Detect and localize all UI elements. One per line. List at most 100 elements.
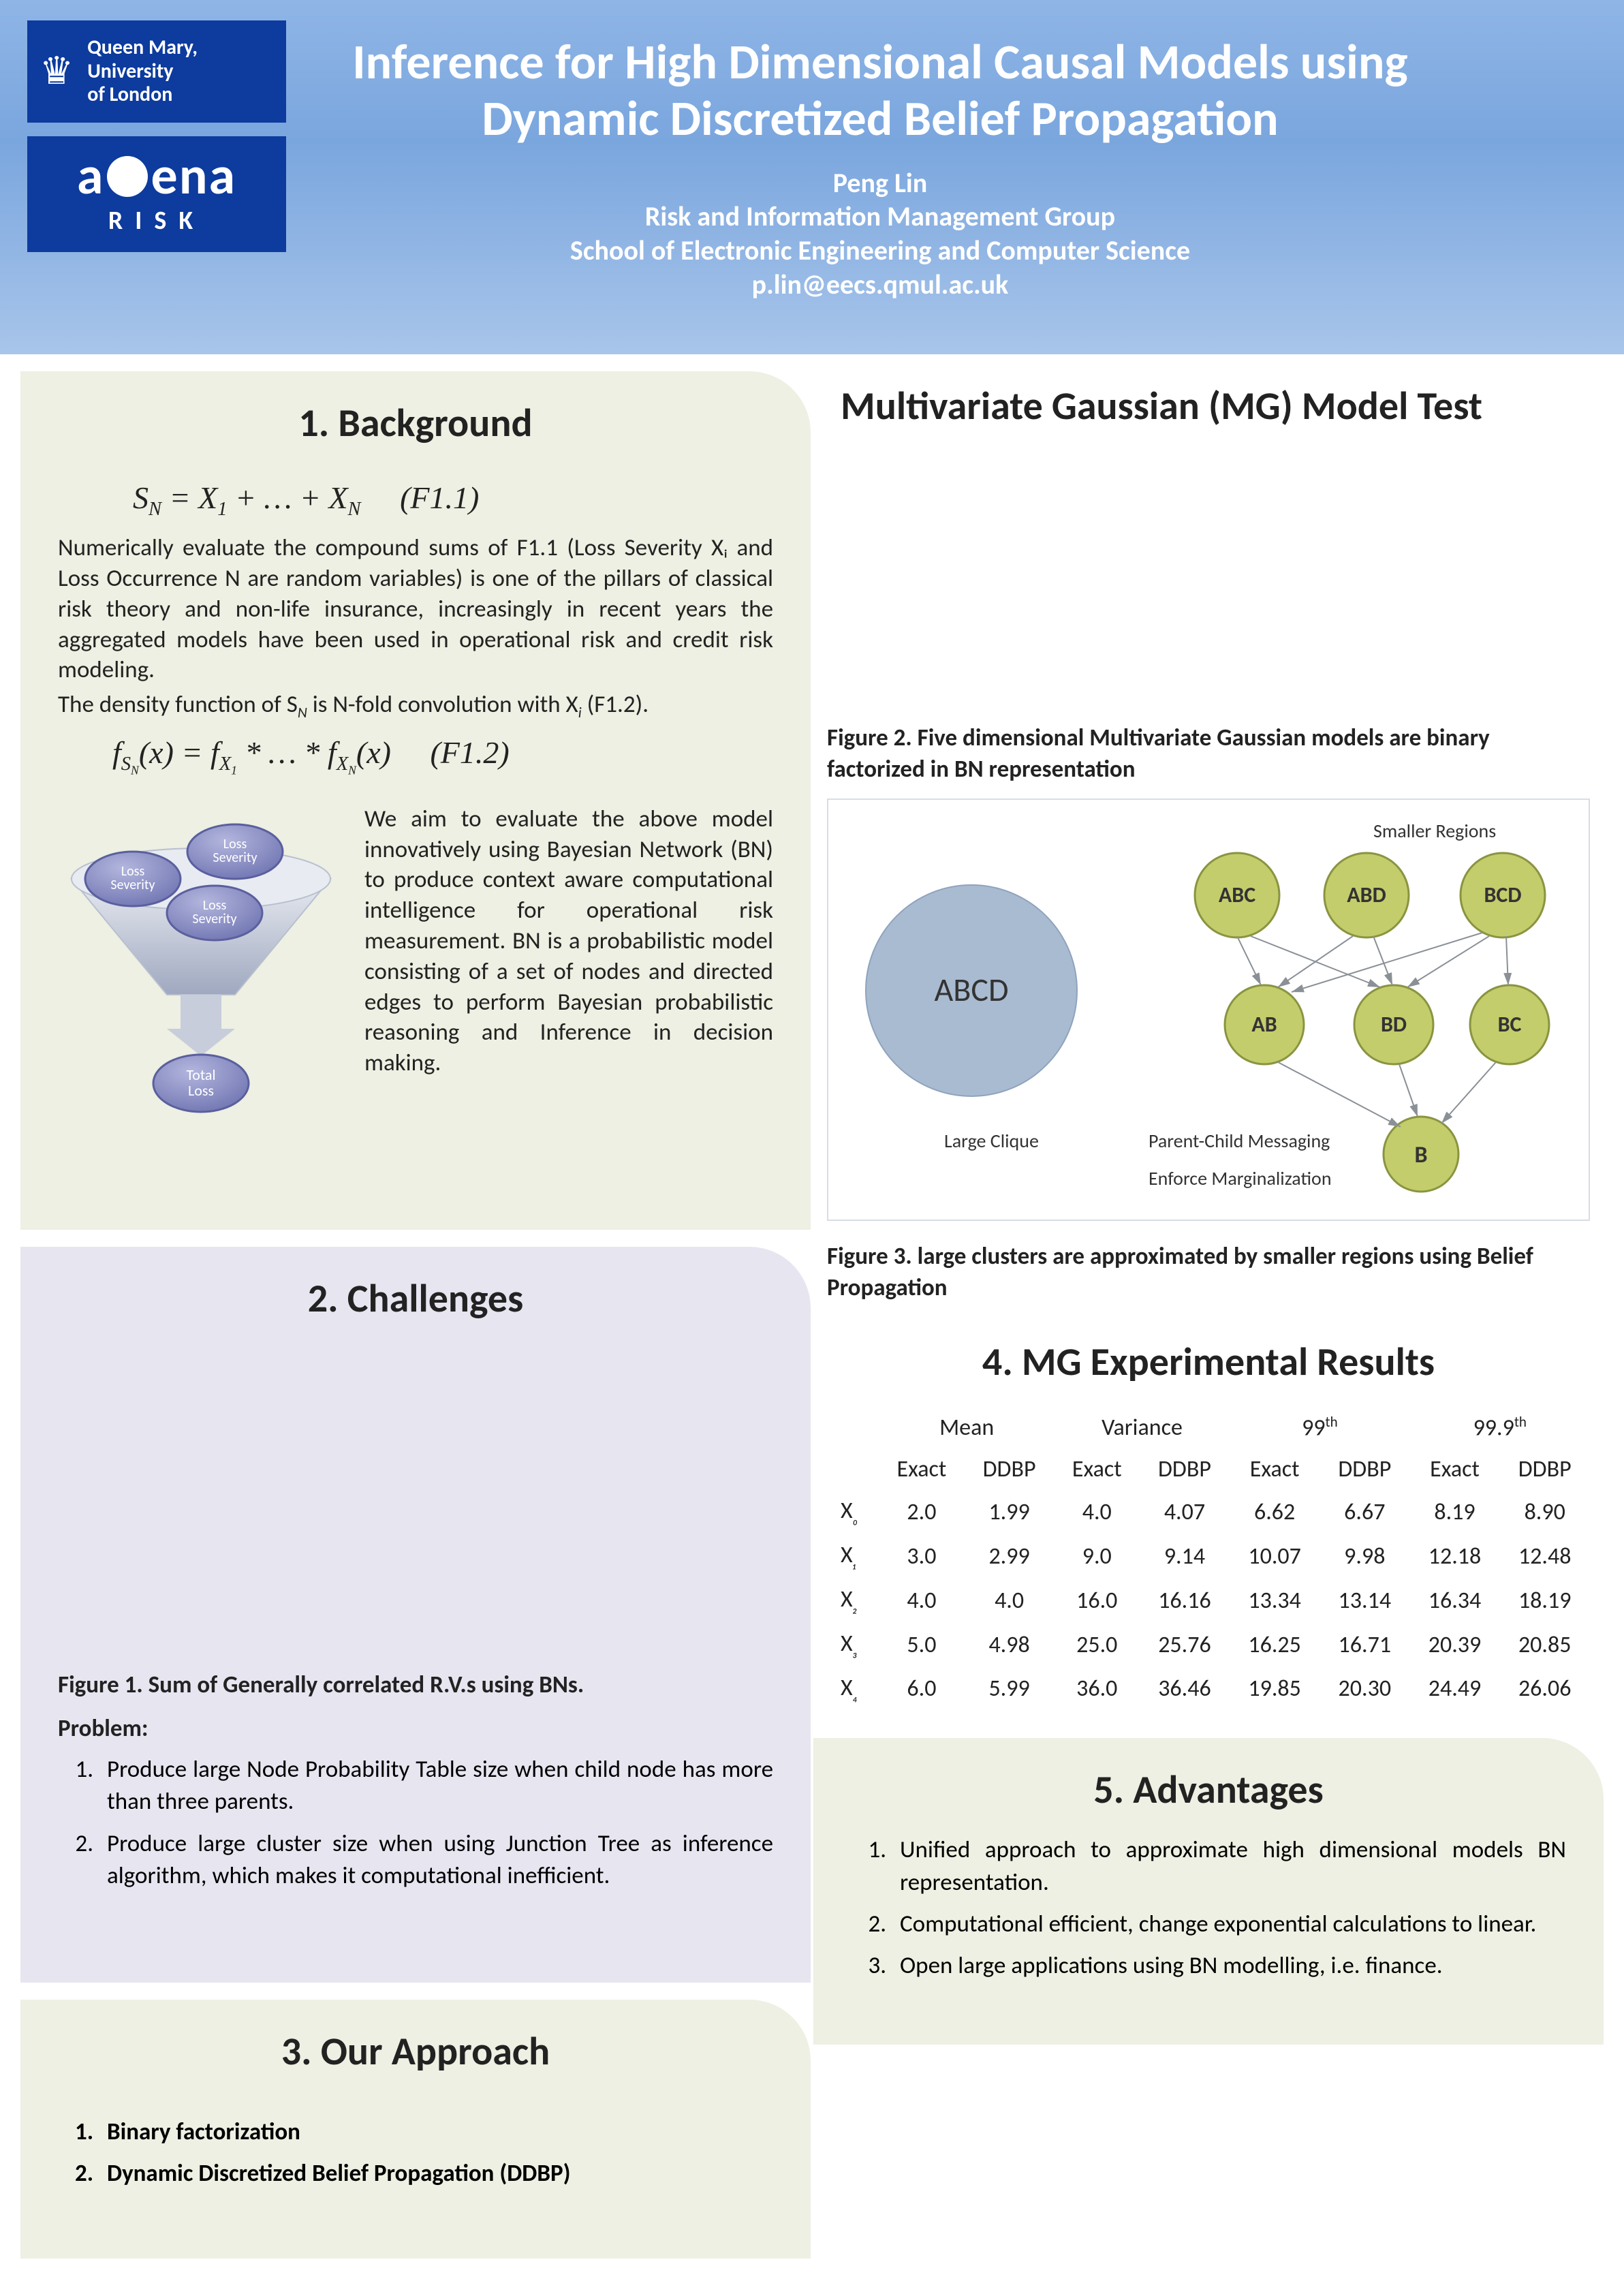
cell: 8.90 <box>1499 1490 1590 1534</box>
poster-affiliation: Risk and Information Management Group <box>232 200 1529 234</box>
challenge-item: Produce large Node Probability Table siz… <box>99 1754 773 1818</box>
cell: 19.85 <box>1230 1667 1320 1711</box>
svg-text:Parent-Child Messaging: Parent-Child Messaging <box>1149 1129 1330 1153</box>
cell: 2.0 <box>879 1490 964 1534</box>
cell: 4.0 <box>1055 1490 1140 1534</box>
cell: 25.0 <box>1055 1623 1140 1667</box>
cell: 12.18 <box>1410 1534 1500 1579</box>
svg-text:ABD: ABD <box>1347 882 1386 908</box>
cell: 18.19 <box>1499 1579 1590 1623</box>
cell: 24.49 <box>1410 1667 1500 1711</box>
sub-col: Exact <box>879 1448 964 1490</box>
logo-text-line: of London <box>87 83 198 107</box>
cell: 1.99 <box>964 1490 1054 1534</box>
cell: 16.25 <box>1230 1623 1320 1667</box>
poster-header: ♛ Queen Mary, University of London aena … <box>0 0 1624 354</box>
qmul-logo: ♛ Queen Mary, University of London <box>27 20 286 123</box>
section-heading: 4. MG Experimental Results <box>827 1337 1590 1386</box>
row-label: X₀ <box>827 1490 879 1534</box>
sub-col: DDBP <box>1499 1448 1590 1490</box>
cell: 16.71 <box>1320 1623 1409 1667</box>
cell: 20.30 <box>1320 1667 1409 1711</box>
svg-text:Enforce Marginalization: Enforce Marginalization <box>1149 1166 1332 1190</box>
table-row: X₃5.04.9825.025.7616.2516.7120.3920.85 <box>827 1623 1590 1667</box>
para-background-1: Numerically evaluate the compound sums o… <box>58 533 773 685</box>
cell: 6.62 <box>1230 1490 1320 1534</box>
cell: 5.99 <box>964 1667 1054 1711</box>
cell: 9.0 <box>1055 1534 1140 1579</box>
cell: 4.0 <box>964 1579 1054 1623</box>
row-label: X₂ <box>827 1579 879 1623</box>
section-background: 1. Background SN = X1 + … + XN (F1.1) Nu… <box>20 371 811 1230</box>
table-row: X₁3.02.999.09.1410.079.9812.1812.48 <box>827 1534 1590 1579</box>
sub-col: DDBP <box>964 1448 1054 1490</box>
col-group: 99.9th <box>1410 1406 1590 1448</box>
col-group: Mean <box>879 1406 1054 1448</box>
table-row: X₀2.01.994.04.076.626.678.198.90 <box>827 1490 1590 1534</box>
logo-text-line: Queen Mary, <box>87 36 198 60</box>
svg-text:BCD: BCD <box>1484 882 1521 908</box>
poster-title-line2: Dynamic Discretized Belief Propagation <box>232 91 1529 147</box>
section-heading: 5. Advantages <box>851 1765 1566 1814</box>
section-heading: 2. Challenges <box>58 1274 773 1322</box>
cell: 25.76 <box>1140 1623 1230 1667</box>
formula-1-1: SN = X1 + … + XN (F1.1) <box>58 467 773 533</box>
cell: 36.46 <box>1140 1667 1230 1711</box>
svg-text:BD: BD <box>1381 1011 1407 1038</box>
cell: 5.0 <box>879 1623 964 1667</box>
advantage-item: Open large applications using BN modelli… <box>892 1950 1566 1982</box>
advantage-item: Unified approach to approximate high dim… <box>892 1834 1566 1899</box>
row-label: X₁ <box>827 1534 879 1579</box>
approach-item: Dynamic Discretized Belief Propagation (… <box>99 2158 773 2190</box>
sub-col: DDBP <box>1320 1448 1409 1490</box>
cell: 20.39 <box>1410 1623 1500 1667</box>
cell: 9.98 <box>1320 1534 1409 1579</box>
poster-email: p.lin@eecs.qmul.ac.uk <box>232 268 1529 302</box>
sub-col: Exact <box>1230 1448 1320 1490</box>
poster-title-line1: Inference for High Dimensional Causal Mo… <box>232 34 1529 91</box>
para-background-2: We aim to evaluate the above model innov… <box>364 804 773 1079</box>
crown-icon: ♛ <box>40 48 74 95</box>
svg-text:ABC: ABC <box>1219 882 1255 908</box>
cell: 36.0 <box>1055 1667 1140 1711</box>
svg-text:ABCD: ABCD <box>934 969 1008 1010</box>
cell: 4.0 <box>879 1579 964 1623</box>
agena-logo-top: aena <box>77 152 236 201</box>
cell: 26.06 <box>1499 1667 1590 1711</box>
cell: 3.0 <box>879 1534 964 1579</box>
poster-affiliation: School of Electronic Engineering and Com… <box>232 234 1529 268</box>
section-challenges: 2. Challenges Figure 1. Sum of Generally… <box>20 1247 811 1983</box>
figure2-caption: Figure 2. Five dimensional Multivariate … <box>827 723 1590 785</box>
cell: 4.07 <box>1140 1490 1230 1534</box>
section-heading: 3. Our Approach <box>58 2027 773 2075</box>
cell: 4.98 <box>964 1623 1054 1667</box>
svg-text:BC: BC <box>1498 1011 1522 1038</box>
mg-test-heading: Multivariate Gaussian (MG) Model Test <box>841 382 1590 430</box>
cell: 6.0 <box>879 1667 964 1711</box>
svg-text:Severity: Severity <box>192 911 236 927</box>
figure3-caption: Figure 3. large clusters are approximate… <box>827 1241 1590 1303</box>
table-row: X₂4.04.016.016.1613.3413.1416.3418.19 <box>827 1579 1590 1623</box>
cell: 6.67 <box>1320 1490 1409 1534</box>
sub-col: Exact <box>1410 1448 1500 1490</box>
para-background-1b: The density function of SN is N-fold con… <box>58 689 773 722</box>
cell: 10.07 <box>1230 1534 1320 1579</box>
logo-text-line: University <box>87 60 198 84</box>
cell: 12.48 <box>1499 1534 1590 1579</box>
svg-text:B: B <box>1414 1141 1427 1169</box>
cell: 16.0 <box>1055 1579 1140 1623</box>
cell: 16.16 <box>1140 1579 1230 1623</box>
col-group: 99th <box>1230 1406 1409 1448</box>
svg-text:AB: AB <box>1251 1011 1277 1038</box>
cell: 8.19 <box>1410 1490 1500 1534</box>
svg-text:Severity: Severity <box>213 850 257 866</box>
svg-text:Severity: Severity <box>110 877 155 893</box>
results-table: Mean Variance 99th 99.9th ExactDDBPExact… <box>827 1406 1590 1711</box>
figure1-caption: Figure 1. Sum of Generally correlated R.… <box>58 1670 773 1701</box>
cell: 2.99 <box>964 1534 1054 1579</box>
cell: 13.14 <box>1320 1579 1409 1623</box>
approach-item: Binary factorization <box>99 2116 773 2148</box>
cell: 16.34 <box>1410 1579 1500 1623</box>
col-group: Variance <box>1055 1406 1230 1448</box>
funnel-diagram: Loss Severity Loss Severity Loss Severit… <box>58 804 344 1117</box>
